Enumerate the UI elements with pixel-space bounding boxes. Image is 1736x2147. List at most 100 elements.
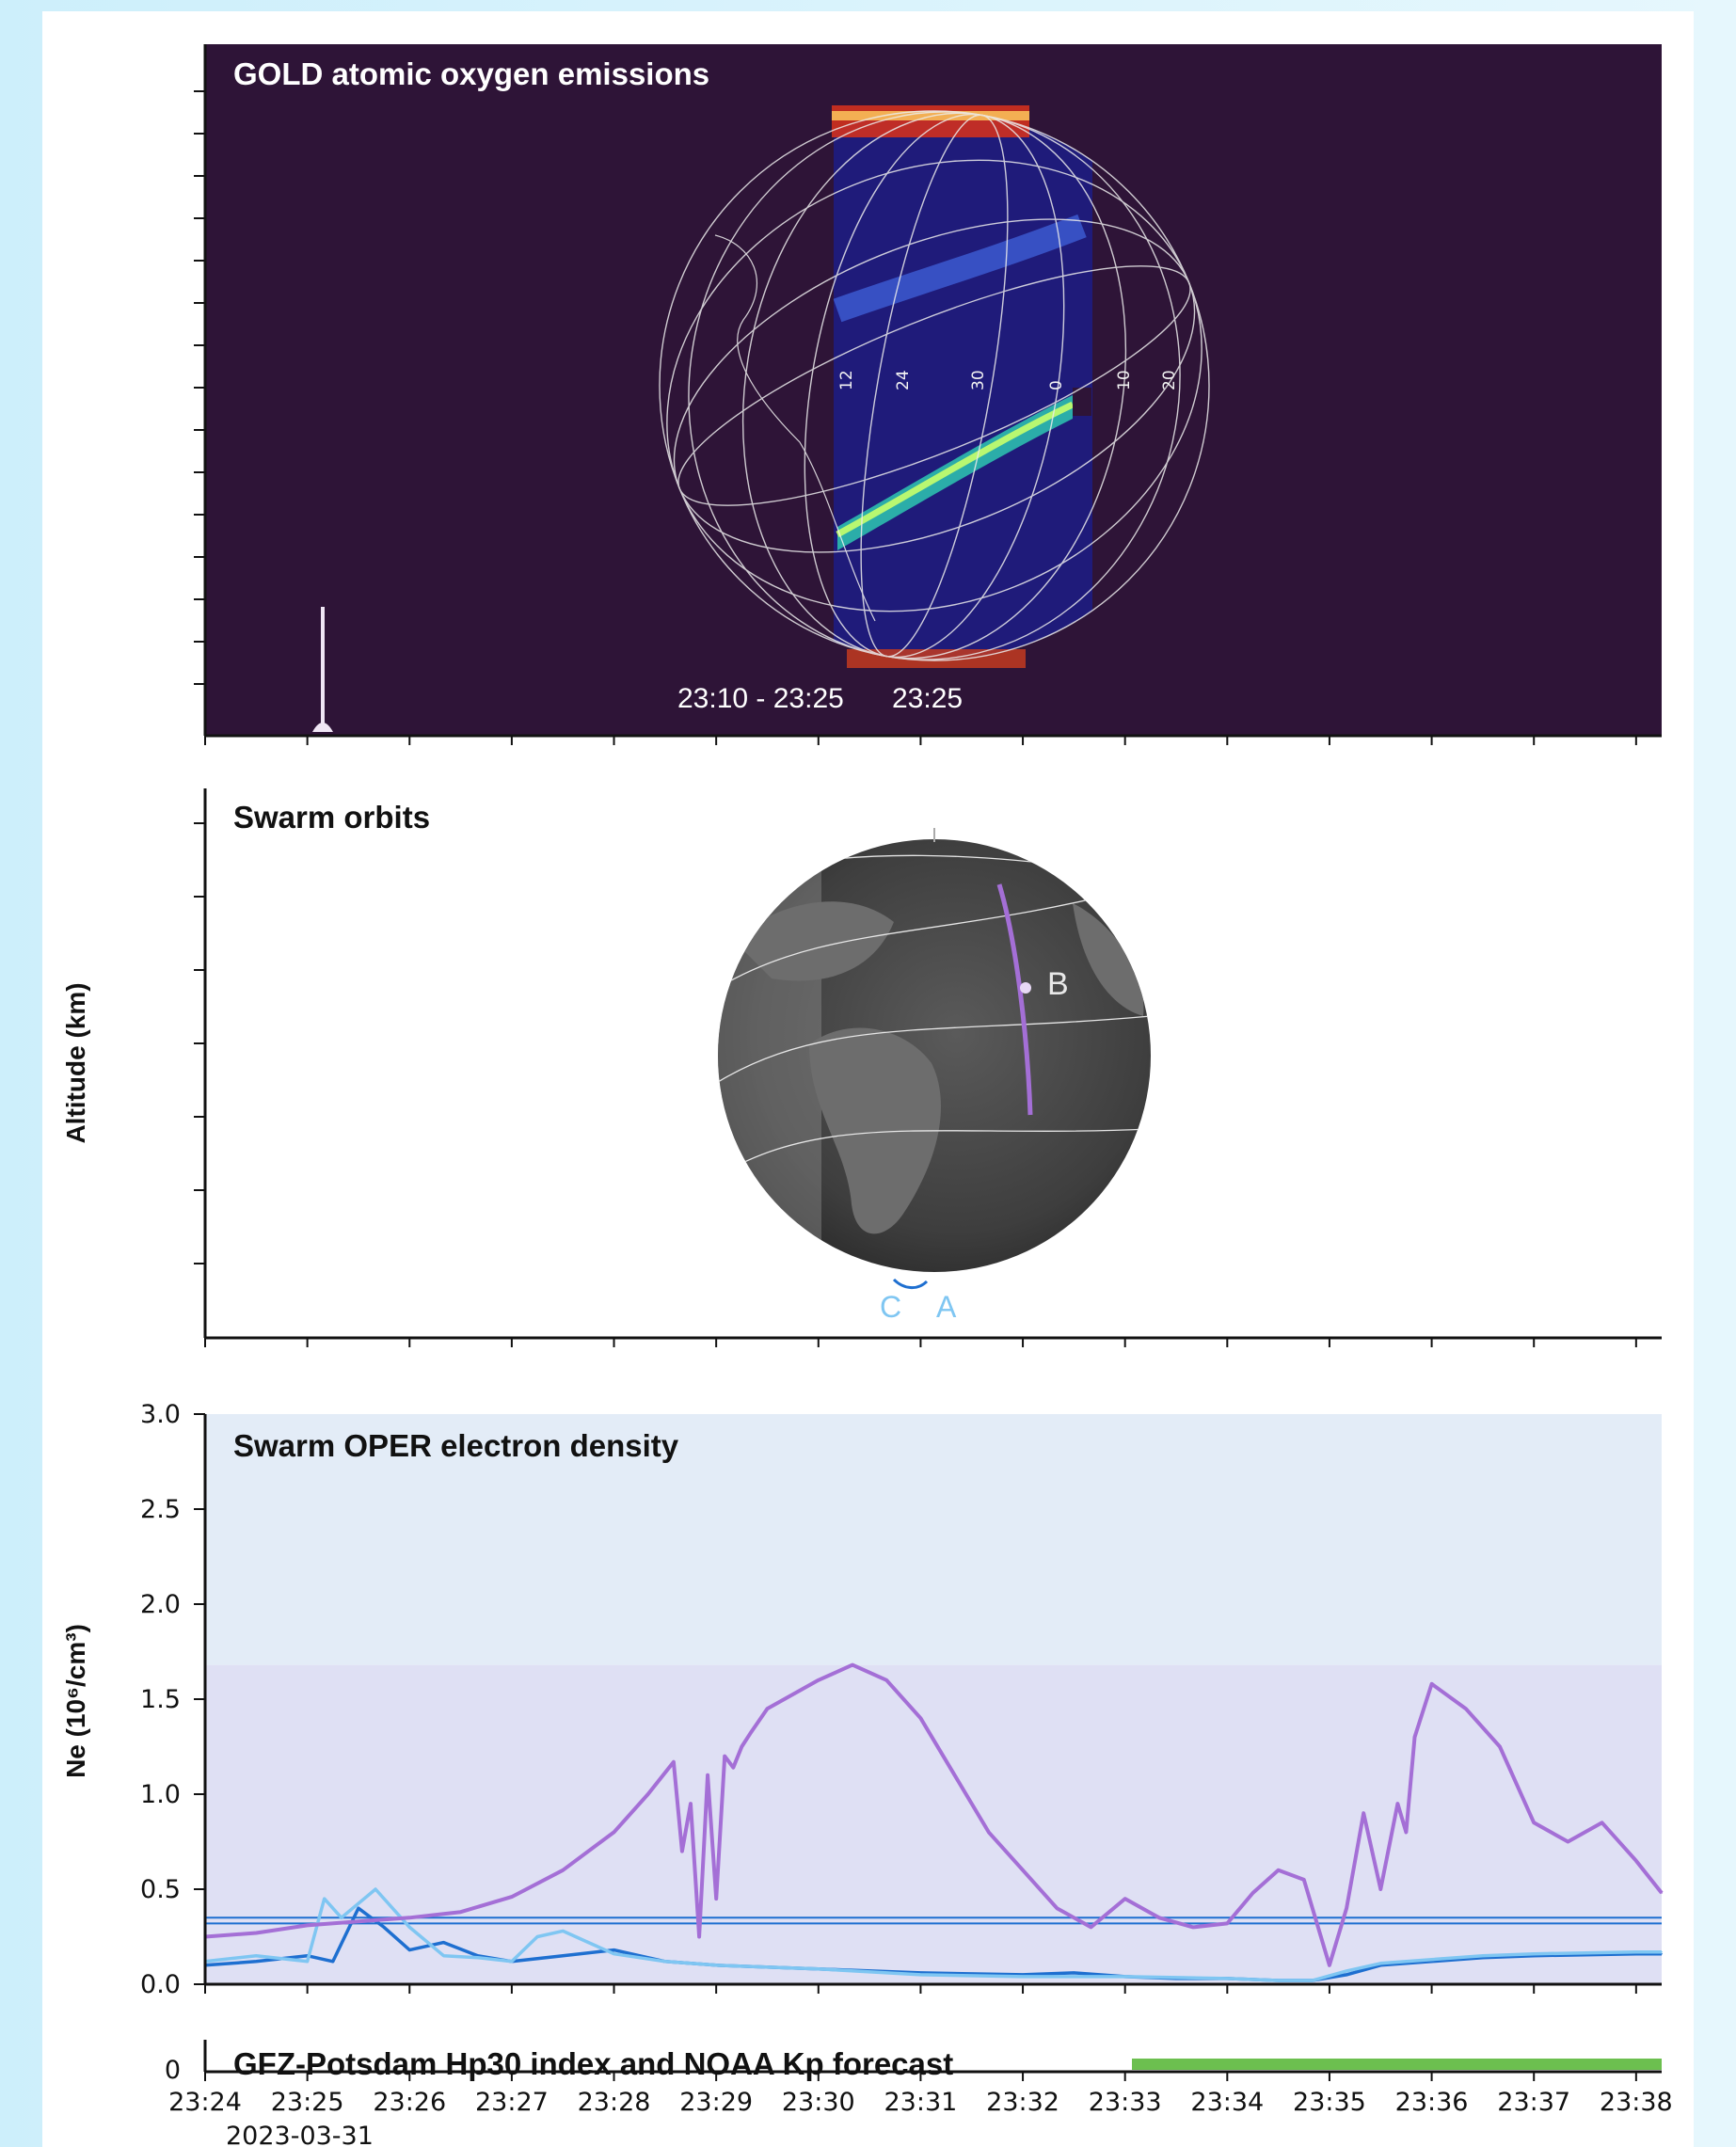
series-point-b	[1635, 1859, 1637, 1862]
gold-scan-time: 23:25	[892, 683, 963, 714]
gold-grid-label: 20	[1160, 370, 1179, 390]
series-point-b	[1192, 1926, 1194, 1929]
series-point-c	[1226, 1978, 1229, 1980]
gold-globe-grid	[659, 110, 1210, 661]
density-panel: Swarm OPER electron density Ne (10⁶/cm³)…	[61, 1400, 1664, 1999]
gold-grid-label: 12	[837, 370, 856, 390]
gold-grid-label: 24	[894, 370, 913, 390]
x-tick-label: 23:30	[782, 2088, 855, 2117]
orbits-x-ticks	[204, 1338, 1637, 1347]
series-point-c	[442, 1954, 445, 1957]
series-point-b	[953, 1774, 956, 1776]
series-point-a	[331, 1960, 334, 1963]
series-point-b	[562, 1869, 565, 1871]
series-point-b	[1499, 1745, 1501, 1748]
series-point-c	[1379, 1962, 1382, 1964]
series-point-b	[1302, 1879, 1305, 1881]
series-point-a	[1346, 1974, 1347, 1976]
gold-y-ticks	[194, 90, 205, 685]
gold-grid-label: 0	[1047, 380, 1066, 390]
series-point-c	[1430, 1958, 1433, 1961]
orbits-panel-title: Swarm orbits	[233, 800, 430, 835]
series-point-c	[1482, 1954, 1484, 1957]
series-point-b	[358, 1920, 359, 1923]
series-point-c	[1346, 1970, 1347, 1972]
series-point-b	[707, 1774, 709, 1776]
series-point-c	[536, 1935, 538, 1938]
series-point-b	[673, 1760, 675, 1763]
series-point-b	[1022, 1869, 1024, 1871]
series-point-b	[690, 1803, 692, 1805]
series-point-a	[255, 1960, 258, 1963]
density-bands	[205, 1414, 1662, 1984]
gold-coastline	[714, 234, 876, 622]
swarm-a-label: A	[936, 1290, 957, 1324]
series-point-b	[919, 1717, 922, 1719]
gold-grid-labels: 12 24 30 0 10 20	[837, 370, 1179, 390]
series-point-b	[255, 1932, 258, 1934]
series-point-c	[1635, 1950, 1637, 1953]
density-band	[205, 1414, 1662, 1665]
series-point-b	[1413, 1736, 1416, 1739]
series-point-b	[1362, 1812, 1364, 1814]
series-point-b	[715, 1898, 717, 1900]
density-y-tick-label: 0.0	[140, 1970, 181, 1999]
gold-emission-swath	[832, 105, 1092, 668]
series-point-b	[1226, 1922, 1229, 1925]
swarm-c-label: C	[880, 1290, 901, 1324]
x-tick-label: 23:36	[1395, 2088, 1469, 2117]
density-y-tick-label: 1.0	[140, 1780, 181, 1809]
series-point-b	[1251, 1892, 1254, 1894]
series-point-c	[562, 1930, 565, 1932]
series-point-c	[1312, 1980, 1314, 1981]
x-tick-label: 23:34	[1190, 2088, 1264, 2117]
density-y-axis-label: Ne (10⁶/cm³)	[61, 1624, 90, 1778]
x-tick-label: 23:31	[884, 2088, 958, 2117]
density-y-tick-label: 3.0	[140, 1400, 181, 1429]
x-tick-label: 23:27	[475, 2088, 549, 2117]
series-point-b	[1464, 1708, 1467, 1710]
density-y-tick-label: 2.5	[140, 1495, 181, 1524]
gold-panel-title: GOLD atomic oxygen emissions	[233, 56, 709, 91]
series-point-b	[306, 1924, 309, 1927]
series-point-c	[476, 1956, 479, 1959]
series-point-a	[408, 1948, 411, 1951]
gold-time-window: 23:10 - 23:25	[677, 683, 844, 714]
series-point-b	[459, 1911, 462, 1914]
x-tick-label: 23:35	[1293, 2088, 1366, 2117]
series-point-b	[732, 1766, 735, 1769]
series-point-b	[1661, 1892, 1663, 1894]
swarm-b-position	[1020, 982, 1031, 994]
series-point-c	[1123, 1976, 1126, 1978]
orbits-south-america	[809, 1027, 941, 1234]
gold-panel: 12 24 30 0 10 20 GOLD atomic oxygen emis…	[194, 44, 1662, 745]
series-point-b	[1601, 1821, 1603, 1824]
series-point-b	[741, 1745, 743, 1748]
series-point-b	[817, 1679, 820, 1681]
series-point-b	[766, 1708, 769, 1710]
series-point-c	[613, 1952, 615, 1955]
series-point-c	[919, 1974, 922, 1976]
orbits-y-ticks	[194, 822, 205, 1264]
x-tick-label: 23:25	[271, 2088, 344, 2117]
series-point-c	[1277, 1980, 1280, 1981]
series-point-b	[681, 1850, 683, 1853]
x-tick-label: 23:32	[986, 2088, 1059, 2117]
density-panel-title: Swarm OPER electron density	[233, 1428, 679, 1463]
density-threshold-lines	[205, 1916, 1662, 1925]
series-point-c	[1533, 1952, 1536, 1955]
series-point-a	[562, 1954, 565, 1957]
series-point-b	[1056, 1907, 1059, 1909]
gold-equatorial-arc-north	[833, 214, 1087, 323]
series-point-b	[1158, 1916, 1160, 1919]
series-point-c	[511, 1960, 513, 1963]
x-tick-label: 23:37	[1497, 2088, 1570, 2117]
density-y-ticks: 3.0 2.5 2.0 1.5 1.0 0.5 0.0	[140, 1400, 205, 1999]
series-point-b	[1123, 1898, 1126, 1900]
density-series	[204, 1662, 1664, 1982]
series-point-c	[664, 1960, 666, 1963]
series-point-c	[715, 1964, 717, 1966]
series-point-c	[1022, 1976, 1024, 1978]
series-point-b	[1329, 1964, 1330, 1966]
density-y-tick-label: 1.5	[140, 1685, 181, 1714]
